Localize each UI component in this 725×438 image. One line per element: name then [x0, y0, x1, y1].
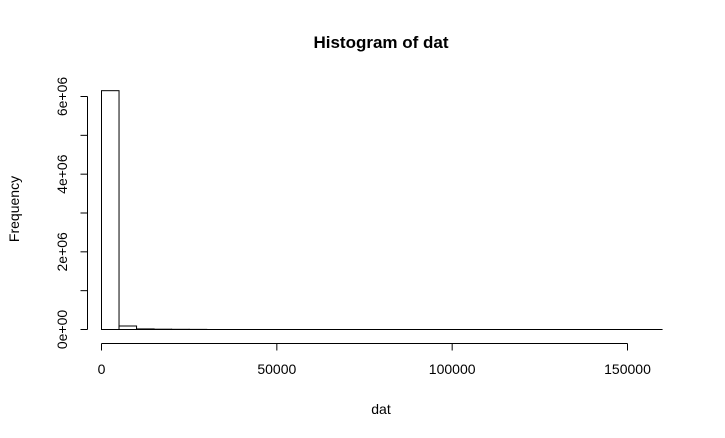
histogram-bar	[101, 90, 120, 331]
y-axis: 0e+00 2e+06 4e+06 6e+06	[54, 77, 88, 350]
chart-title: Histogram of dat	[313, 33, 448, 52]
y-tick-label: 2e+06	[54, 232, 70, 272]
x-tick-label: 150000	[604, 361, 651, 377]
x-axis-label: dat	[371, 401, 391, 417]
x-tick-label: 0	[98, 361, 106, 377]
x-axis: 0 50000 100000 150000	[98, 343, 651, 377]
y-axis-label: Frequency	[6, 176, 22, 242]
y-tick-label: 6e+06	[54, 77, 70, 117]
y-tick-label: 4e+06	[54, 154, 70, 194]
bars-group	[101, 90, 663, 331]
x-tick-label: 100000	[429, 361, 476, 377]
y-tick-label: 0e+00	[54, 310, 70, 350]
histogram-bar	[118, 325, 138, 330]
x-tick-label: 50000	[257, 361, 296, 377]
